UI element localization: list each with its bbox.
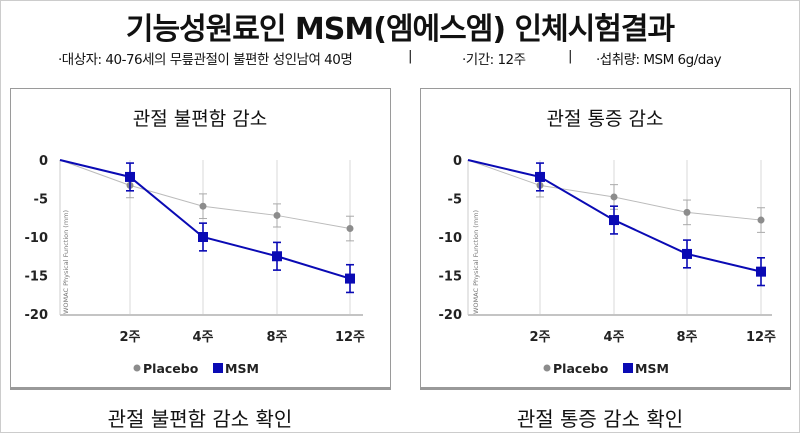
data-point-placebo [346,225,354,233]
info-subjects: ·대상자: 40-76세의 무릎관절이 불편한 성인남여 40명 [58,52,353,68]
chart-panel-discomfort [10,88,391,390]
x-tick-label: 12주 [335,330,365,345]
info-dose: ·섭취량: MSM 6g/day [596,52,722,68]
y-tick-label: -15 [25,270,49,285]
data-point-placebo [199,202,207,210]
data-point-msm [535,171,545,182]
y-tick-label: -20 [25,308,49,323]
y-axis-label: WOMAC Physical Function (mm) [472,210,480,314]
data-point-msm [609,215,619,226]
x-tick-label: 4주 [192,330,213,345]
legend-label-placebo: Placebo [143,361,199,376]
data-point-placebo [273,211,281,219]
y-tick-label: -5 [448,193,462,208]
x-tick-label: 8주 [676,330,697,345]
y-tick-label: -10 [439,231,463,246]
chart-caption: 관절 통증 감소 확인 [516,407,684,431]
legend-label-msm: MSM [225,361,259,376]
chart-title: 관절 불편함 감소 [132,108,268,130]
x-tick-label: 12주 [746,330,776,345]
y-tick-label: 0 [39,154,48,169]
data-point-msm [125,171,135,182]
series-line-msm [59,159,351,280]
data-point-msm [756,266,766,277]
chart-0: 0 -5 -10 -15 -20 2주 4주 8주 12주 WOMAC Physical Func… [25,154,366,376]
data-point-placebo [757,216,765,224]
info-period: ·기간: 12주 [462,52,526,68]
legend-marker-placebo [133,364,141,372]
chart-caption: 관절 불편함 감소 확인 [107,407,293,431]
x-tick-label: 2주 [119,330,140,345]
y-tick-label: -20 [439,308,463,323]
info-separator: | [568,48,573,64]
data-point-msm [272,251,282,262]
data-point-placebo [683,208,691,216]
info-separator: | [408,48,413,64]
legend-marker-msm [623,363,633,373]
y-tick-label: -15 [439,270,463,285]
y-tick-label: -10 [25,231,49,246]
legend-label-placebo: Placebo [553,361,609,376]
y-tick-label: 0 [453,154,462,169]
y-tick-label: -5 [34,193,48,208]
y-axis-label: WOMAC Physical Function (mm) [62,210,70,314]
data-point-msm [682,248,692,259]
data-point-msm [198,232,208,242]
x-tick-label: 4주 [603,330,624,345]
data-point-msm [345,273,355,284]
legend-marker-msm [213,363,223,373]
chart-panel-pain [420,88,791,390]
legend-marker-placebo [543,364,551,372]
page-title: 기능성원료인 MSM(엠에스엠) 인체시험결과 [125,12,675,47]
chart-1: 0 -5 -10 -15 -20 2주 4주 8주 12주 WOMAC Physical Func… [439,154,777,376]
chart-title: 관절 통증 감소 [546,108,664,130]
x-tick-label: 8주 [266,330,287,345]
data-point-placebo [610,193,618,201]
x-tick-label: 2주 [529,330,550,345]
legend-label-msm: MSM [635,361,669,376]
